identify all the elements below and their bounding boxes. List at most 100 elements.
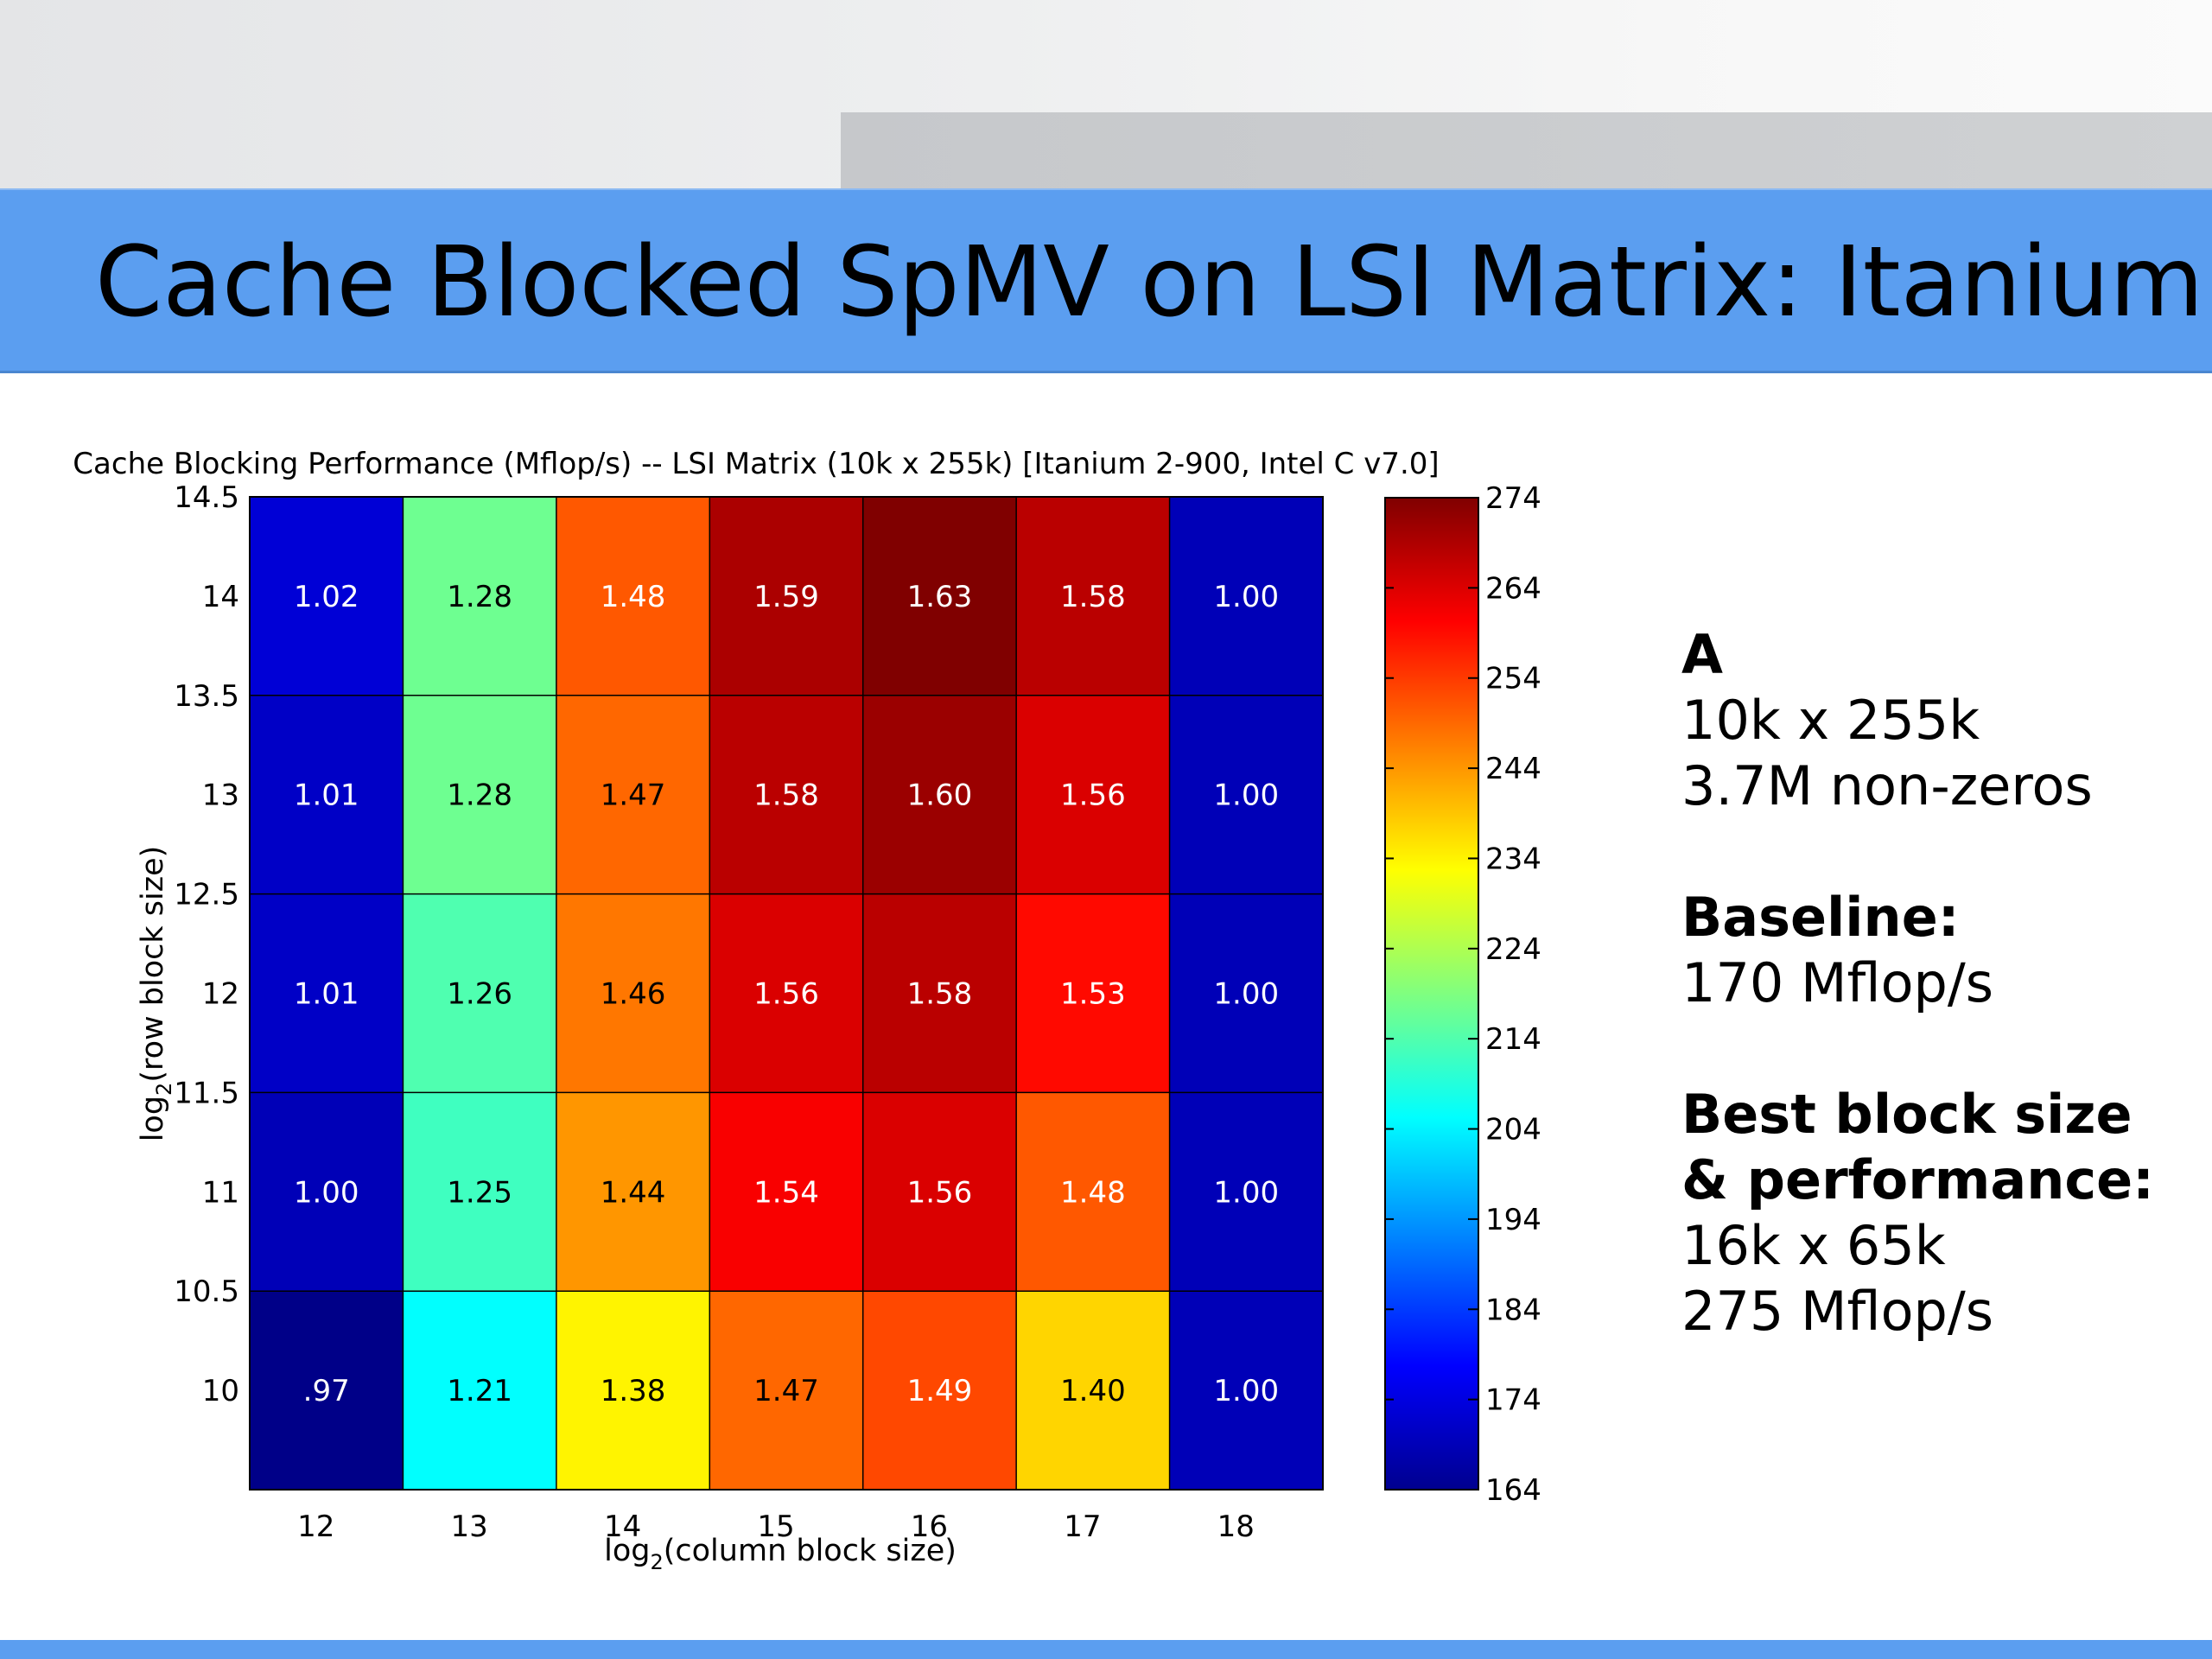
heatmap-cell-label: 1.00	[294, 1175, 359, 1210]
heatmap-cell-label: 1.02	[294, 580, 359, 614]
heatmap-cell	[403, 1092, 557, 1292]
heatmap-cell-label: 1.56	[753, 977, 819, 1012]
x-axis-label-base: log	[604, 1534, 650, 1568]
baseline-label: Baseline:	[1681, 886, 1960, 949]
matrix-nonzeros: 3.7M non-zeros	[1681, 754, 2093, 817]
best-block-size: 16k x 65k	[1681, 1214, 1946, 1277]
matrix-label: A	[1681, 623, 1723, 686]
heatmap-cell	[556, 1092, 710, 1292]
colorbar-tick-label: 204	[1485, 1113, 1541, 1147]
colorbar-tick-label: 224	[1485, 932, 1541, 967]
colorbar-tick-label: 264	[1485, 571, 1541, 606]
heatmap-cells	[250, 497, 1324, 1491]
heatmap-cell-label: 1.47	[601, 779, 666, 813]
heatmap-cell	[403, 1291, 557, 1491]
heatmap-cell	[1016, 497, 1171, 696]
heatmap-cell	[403, 497, 557, 696]
y-axis-label: log2(row block size)	[136, 846, 176, 1142]
y-tick-label: 13	[202, 779, 239, 813]
y-axis-label-rest: (row block size)	[136, 846, 170, 1083]
heatmap-cell-label: 1.38	[601, 1374, 666, 1408]
heatmap-cell	[709, 893, 864, 1093]
y-tick-label: 14.5	[174, 480, 239, 515]
y-axis-label-subscript: 2	[152, 1083, 176, 1096]
heatmap-cell-label: 1.00	[1213, 977, 1279, 1012]
heatmap-cell-label: 1.48	[1060, 1175, 1126, 1210]
y-tick-label: 13.5	[174, 679, 239, 714]
heatmap-cell-label: 1.47	[753, 1374, 819, 1408]
heatmap-cell	[403, 893, 557, 1093]
heatmap-cell	[556, 695, 710, 895]
heatmap-cell-label: 1.28	[447, 580, 512, 614]
y-tick-label: 14	[202, 580, 239, 614]
heatmap-cell	[250, 497, 404, 696]
best-label-line2: & performance:	[1681, 1148, 2154, 1211]
heatmap-cell-label: 1.28	[447, 779, 512, 813]
heatmap-cell	[1016, 1092, 1171, 1292]
header-accent-band	[841, 112, 2212, 190]
colorbar	[1384, 497, 1479, 1491]
x-tick-label: 14	[604, 1510, 641, 1544]
heatmap-cell	[250, 893, 404, 1093]
heatmap-cell	[1016, 893, 1171, 1093]
heatmap-cell-label: 1.01	[294, 977, 359, 1012]
heatmap-cell-label: 1.59	[753, 580, 819, 614]
title-bar: Cache Blocked SpMV on LSI Matrix: Itaniu…	[0, 188, 2212, 373]
heatmap-cell-label: 1.44	[601, 1175, 666, 1210]
heatmap-cell	[250, 1092, 404, 1292]
heatmap-cell-label: 1.56	[1060, 779, 1126, 813]
heatmap-cell	[556, 1291, 710, 1491]
colorbar-tick-label: 164	[1485, 1473, 1541, 1508]
matrix-dimensions: 10k x 255k	[1681, 689, 1980, 752]
heatmap-cell-label: 1.26	[447, 977, 512, 1012]
x-tick-label: 13	[451, 1510, 488, 1544]
chart-title: Cache Blocking Performance (Mflop/s) -- …	[73, 447, 1439, 481]
colorbar-tick-label: 234	[1485, 842, 1541, 876]
heatmap-cell	[862, 893, 1017, 1093]
heatmap-cell	[709, 1291, 864, 1491]
y-tick-label: 11	[202, 1175, 239, 1210]
y-tick-label: 10	[202, 1374, 239, 1408]
heatmap-cell-label: 1.00	[1213, 580, 1279, 614]
heatmap-cell-label: 1.21	[447, 1374, 512, 1408]
heatmap-cell-labels: 1.02 1.28 1.48 1.59 1.63 1.58 1.00 1.01 1.28 1.47…	[294, 580, 1279, 1408]
x-tick-label: 18	[1217, 1510, 1255, 1544]
best-performance: 275 Mflop/s	[1681, 1280, 1994, 1343]
heatmap-cell-label: 1.63	[907, 580, 973, 614]
colorbar-tick-label: 174	[1485, 1383, 1541, 1418]
heatmap-cell	[556, 497, 710, 696]
colorbar-tick-label: 184	[1485, 1293, 1541, 1327]
y-tick-label: 12	[202, 977, 239, 1012]
y-axis-label-base: log	[136, 1096, 170, 1141]
heatmap-cell	[862, 1092, 1017, 1292]
heatmap-cell	[1016, 695, 1171, 895]
heatmap-cell	[709, 695, 864, 895]
footer-bar	[0, 1640, 2212, 1659]
y-axis-ticks: 14.5 14 13.5 13 12.5 12 11.5 11 10.5 10	[174, 480, 239, 1408]
heatmap-cell	[1169, 695, 1324, 895]
heatmap-cell-label: 1.40	[1060, 1374, 1126, 1408]
heatmap-gridlines	[250, 497, 1323, 1490]
heatmap-cell-label: .97	[303, 1374, 350, 1408]
y-tick-label: 12.5	[174, 878, 239, 912]
heatmap-cell-label: 1.48	[601, 580, 666, 614]
heatmap-cell	[709, 1092, 864, 1292]
heatmap-cell-label: 1.49	[907, 1374, 973, 1408]
heatmap-cell-label: 1.58	[1060, 580, 1126, 614]
colorbar-ticks: 274 264 254 244 234 224 214 204 194 184 174 164	[1385, 481, 1541, 1508]
heatmap-cell-label: 1.53	[1060, 977, 1126, 1012]
x-axis-label-rest: (column block size)	[664, 1534, 957, 1568]
heatmap-cell	[1169, 893, 1324, 1093]
heatmap-cell-label: 1.60	[907, 779, 973, 813]
colorbar-tick-label: 194	[1485, 1203, 1541, 1237]
heatmap-cell	[862, 1291, 1017, 1491]
heatmap-cell-label: 1.00	[1213, 1175, 1279, 1210]
heatmap-cell-label: 1.54	[753, 1175, 819, 1210]
x-axis-label-subscript: 2	[650, 1550, 663, 1574]
heatmap-cell	[403, 695, 557, 895]
x-tick-label: 12	[297, 1510, 334, 1544]
heatmap-cell	[556, 893, 710, 1093]
y-tick-label: 10.5	[174, 1274, 239, 1309]
y-tick-label: 11.5	[174, 1076, 239, 1110]
